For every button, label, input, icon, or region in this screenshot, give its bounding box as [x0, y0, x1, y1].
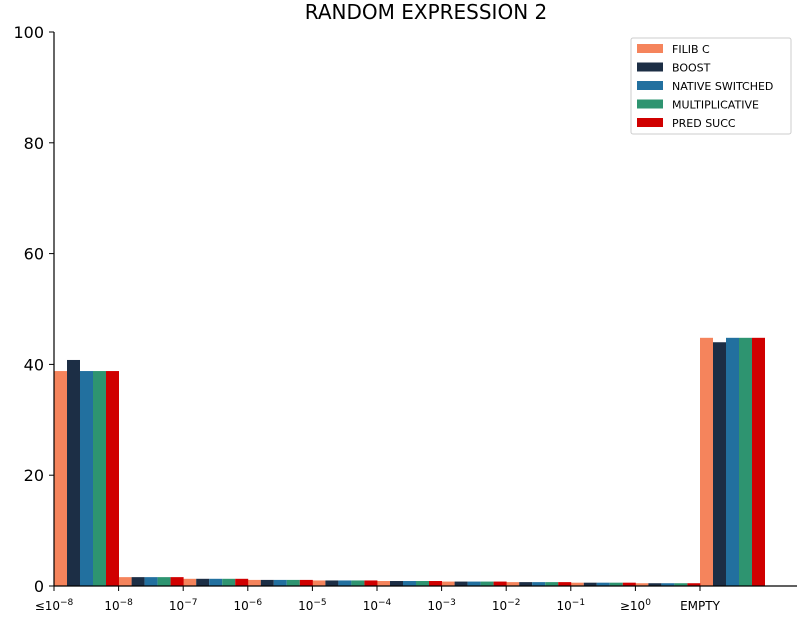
chart-title: RANDOM EXPRESSION 2: [305, 0, 548, 24]
bar-boost-9: [648, 583, 662, 586]
bar-boost-6: [454, 581, 468, 586]
y-tick-label-2: 40: [24, 355, 44, 374]
bar-pred-succ-7: [558, 582, 572, 586]
bar-filib-c-0: [54, 371, 67, 586]
bar-filib-c-5: [377, 581, 390, 586]
ticks-group: 0 20 40 60 80 100 ≤10−8 10−8 10−7 10−6 10−5 10−4 10−…: [13, 23, 720, 613]
bar-native-switched-10: [726, 337, 739, 586]
y-tick-label-4: 80: [24, 134, 44, 153]
legend-swatch-1: [637, 62, 663, 72]
legend-label-0: FILIB C: [672, 43, 710, 56]
bar-boost-2: [196, 578, 210, 586]
bar-multiplicative-7: [545, 582, 559, 586]
x-tick-label-4: 10−5: [298, 598, 327, 613]
y-tick-label-5: 100: [13, 23, 44, 42]
bar-filib-c-8: [570, 582, 584, 586]
bar-pred-succ-10: [752, 337, 765, 586]
legend: FILIB C BOOST NATIVE SWITCHED MULTIPLICATIV…: [630, 37, 792, 135]
bar-native-switched-8: [596, 582, 610, 586]
bar-pred-succ-3: [299, 579, 313, 586]
x-tick-label-0: ≤10−8: [35, 598, 74, 613]
bar-multiplicative-0: [93, 371, 106, 586]
legend-swatch-3: [637, 99, 663, 109]
bar-native-switched-3: [273, 579, 287, 586]
x-tick-label-9: ≥100: [620, 598, 651, 613]
bar-boost-3: [260, 579, 274, 586]
bar-native-switched-2: [209, 578, 223, 586]
legend-swatch-2: [637, 81, 663, 90]
x-tick-label-5: 10−4: [363, 598, 392, 613]
bar-native-switched-5: [403, 581, 416, 586]
bar-pred-succ-2: [235, 578, 249, 586]
bar-boost-7: [519, 582, 533, 586]
bar-pred-succ-5: [429, 581, 442, 586]
bar-multiplicative-9: [674, 583, 688, 586]
x-tick-label-1: 10−8: [104, 598, 133, 613]
bar-pred-succ-1: [170, 577, 184, 586]
legend-label-4: PRED SUCC: [672, 117, 736, 130]
bar-pred-succ-9: [687, 583, 701, 586]
bar-filib-c-1: [118, 577, 132, 586]
bar-filib-c-9: [635, 583, 649, 586]
bar-boost-5: [390, 581, 403, 586]
y-tick-label-3: 60: [24, 245, 44, 264]
x-tick-label-2: 10−7: [169, 598, 198, 613]
legend-swatch-4: [637, 118, 663, 127]
bar-multiplicative-10: [739, 337, 752, 586]
bar-filib-c-4: [312, 580, 326, 586]
bar-filib-c-6: [441, 581, 455, 586]
bar-pred-succ-6: [493, 581, 507, 586]
x-tick-label-6: 10−3: [427, 598, 456, 613]
bars-group: [54, 337, 765, 586]
bar-native-switched-0: [80, 371, 93, 586]
bar-boost-8: [583, 582, 597, 586]
y-tick-label-0: 0: [34, 577, 44, 596]
bar-filib-c-7: [506, 582, 520, 586]
x-tick-label-3: 10−6: [234, 598, 263, 613]
bar-multiplicative-5: [416, 581, 429, 586]
bar-native-switched-6: [467, 581, 481, 586]
bar-pred-succ-0: [106, 371, 119, 586]
bar-multiplicative-6: [480, 581, 494, 586]
bar-filib-c-2: [183, 578, 197, 586]
bar-multiplicative-1: [157, 577, 171, 586]
bar-pred-succ-8: [622, 582, 636, 586]
x-tick-label-10: EMPTY: [680, 599, 721, 613]
bar-pred-succ-4: [364, 580, 378, 586]
axes-group: [53, 32, 797, 587]
bar-filib-c-10: [700, 337, 713, 586]
legend-swatch-0: [637, 44, 663, 53]
bar-multiplicative-4: [351, 580, 365, 586]
x-tick-label-7: 10−2: [492, 598, 521, 613]
bar-multiplicative-3: [286, 579, 300, 586]
legend-label-1: BOOST: [672, 62, 711, 75]
bar-boost-4: [325, 580, 339, 586]
bar-native-switched-4: [338, 580, 352, 586]
bar-multiplicative-2: [222, 578, 236, 586]
bar-boost-10: [713, 342, 726, 586]
bar-multiplicative-8: [609, 582, 623, 586]
bar-boost-0: [67, 359, 80, 586]
bar-boost-1: [131, 577, 145, 586]
legend-label-3: MULTIPLICATIVE: [672, 99, 759, 112]
bar-native-switched-9: [661, 583, 675, 586]
legend-box: [630, 37, 792, 135]
y-tick-label-1: 20: [24, 466, 44, 485]
x-tick-label-8: 10−1: [557, 598, 586, 613]
bar-native-switched-1: [144, 577, 158, 586]
legend-label-2: NATIVE SWITCHED: [672, 80, 773, 93]
bar-filib-c-3: [247, 579, 261, 586]
bar-native-switched-7: [532, 582, 546, 586]
